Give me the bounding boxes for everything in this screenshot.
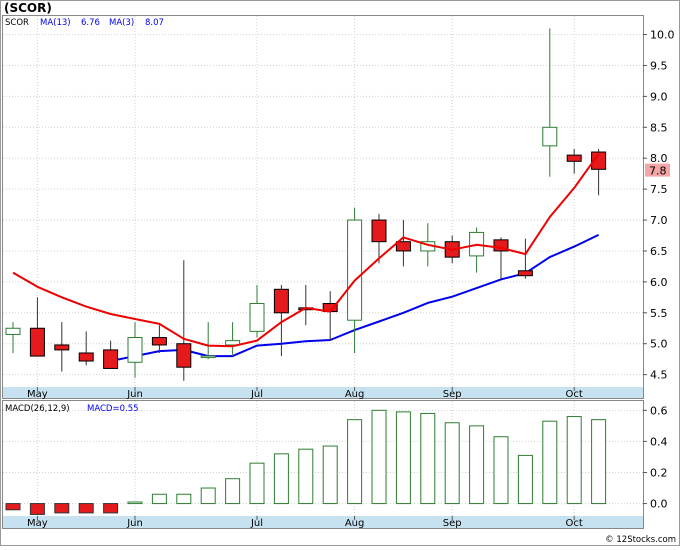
candle-down bbox=[176, 343, 192, 368]
price-x-tick-label: Sep bbox=[443, 389, 462, 400]
price-date-band bbox=[3, 387, 643, 398]
macd-bar bbox=[444, 422, 460, 505]
price-y-tick-label: 6.5 bbox=[650, 245, 668, 258]
macd-x-tick-label: Jul bbox=[250, 518, 263, 529]
candle-up bbox=[249, 303, 265, 332]
macd-bar bbox=[347, 419, 363, 505]
chart-title: (SCOR) bbox=[4, 1, 52, 15]
legend-ma13-label: MA(13) bbox=[40, 18, 71, 28]
ma3-line bbox=[12, 153, 600, 348]
candle-down bbox=[566, 154, 582, 162]
macd-bar bbox=[29, 503, 45, 515]
macd-legend-label: MACD(26,12,9) bbox=[5, 404, 70, 414]
macd-bars-layer bbox=[5, 409, 607, 515]
price-y-tick-label: 5.5 bbox=[650, 307, 668, 320]
price-x-axis: May Jun Jul Aug Sep Oct bbox=[27, 387, 583, 400]
ma3-layer bbox=[12, 153, 600, 348]
macd-bar bbox=[200, 487, 216, 505]
last-price-label: 7.8 bbox=[649, 165, 667, 178]
candle-up bbox=[542, 126, 558, 147]
macd-bar bbox=[566, 416, 582, 505]
macd-bar bbox=[249, 462, 265, 505]
macd-bar bbox=[493, 436, 509, 505]
macd-x-axis: May Jun Jul Aug Sep Oct bbox=[27, 516, 583, 529]
price-y-tick-label: 6.0 bbox=[650, 276, 668, 289]
macd-bar bbox=[127, 501, 143, 505]
candle-down bbox=[371, 219, 387, 243]
candle-down bbox=[395, 241, 411, 252]
macd-bar bbox=[54, 503, 70, 514]
macd-bar bbox=[395, 411, 411, 505]
candle-down bbox=[54, 344, 70, 351]
candle-down bbox=[493, 239, 509, 252]
candle-down bbox=[29, 327, 45, 357]
candle-down bbox=[103, 349, 119, 369]
price-x-tick-label: May bbox=[27, 389, 48, 400]
legend-symbol: SCOR bbox=[5, 18, 29, 28]
legend-ma13-value: 6.76 bbox=[81, 18, 100, 28]
price-y-tick-label: 9.0 bbox=[650, 90, 668, 103]
macd-bar bbox=[5, 503, 21, 511]
macd-legend-value: MACD=0.55 bbox=[87, 404, 139, 414]
macd-y-tick-label: 0.2 bbox=[650, 466, 668, 479]
macd-x-tick-label: Sep bbox=[443, 518, 462, 529]
price-y-tick-label: 4.5 bbox=[650, 369, 668, 382]
macd-bar bbox=[103, 503, 119, 514]
candle-up bbox=[225, 340, 241, 346]
macd-y-tick-label: 0.4 bbox=[650, 435, 668, 448]
macd-bar bbox=[176, 493, 192, 505]
price-x-tick-label: Aug bbox=[345, 389, 365, 400]
macd-bar bbox=[542, 420, 558, 505]
price-y-tick-label: 10.0 bbox=[650, 29, 675, 42]
macd-bar bbox=[517, 454, 533, 505]
candle-up bbox=[200, 355, 216, 359]
price-y-tick-label: 7.5 bbox=[650, 183, 668, 196]
candle-down bbox=[591, 151, 607, 170]
macd-x-tick-label: May bbox=[27, 518, 48, 529]
price-y-axis: 4.5 5.0 5.5 6.0 6.5 7.0 7.5 8.0 8.5 9.0 9.5 10.0 bbox=[643, 29, 675, 382]
candle-down bbox=[517, 270, 533, 277]
legend-ma3-value: 8.07 bbox=[145, 18, 164, 28]
macd-y-tick-label: 0.0 bbox=[650, 498, 668, 511]
price-panel bbox=[2, 15, 644, 399]
price-x-tick-label: Oct bbox=[566, 389, 583, 400]
last-price-badge bbox=[645, 163, 670, 177]
candle-up bbox=[127, 337, 143, 363]
price-y-tick-label: 8.5 bbox=[650, 121, 668, 134]
price-y-tick-label: 8.0 bbox=[650, 152, 668, 165]
candle-down bbox=[78, 352, 94, 362]
price-y-tick-label: 5.0 bbox=[650, 338, 668, 351]
macd-bar bbox=[298, 448, 314, 505]
macd-y-tick-label: 0.6 bbox=[650, 404, 668, 417]
candle-down bbox=[273, 288, 289, 314]
candle-up bbox=[5, 327, 21, 335]
macd-bar bbox=[591, 419, 607, 505]
macd-bar bbox=[225, 478, 241, 505]
candle-down bbox=[151, 337, 167, 346]
macd-x-tick-label: Aug bbox=[345, 518, 365, 529]
legend-ma3-label: MA(3) bbox=[109, 18, 134, 28]
macd-x-tick-label: Jun bbox=[126, 518, 143, 529]
macd-bar bbox=[371, 409, 387, 505]
price-y-tick-label: 7.0 bbox=[650, 214, 668, 227]
price-x-tick-label: Jul bbox=[250, 389, 263, 400]
macd-date-band bbox=[3, 516, 643, 528]
macd-bar bbox=[469, 425, 485, 505]
price-y-tick-label: 9.5 bbox=[650, 59, 668, 72]
candles-layer bbox=[5, 28, 607, 381]
macd-bar bbox=[151, 493, 167, 505]
copyright-footer: © 12Stocks.com bbox=[605, 535, 676, 545]
macd-bar bbox=[420, 412, 436, 505]
price-x-tick-label: Jun bbox=[126, 389, 143, 400]
macd-y-axis: 0.0 0.2 0.4 0.6 bbox=[643, 404, 668, 511]
macd-bar bbox=[78, 503, 94, 514]
candle-up bbox=[347, 219, 363, 321]
macd-x-tick-label: Oct bbox=[566, 518, 583, 529]
macd-bar bbox=[273, 453, 289, 505]
macd-bar bbox=[322, 445, 338, 505]
